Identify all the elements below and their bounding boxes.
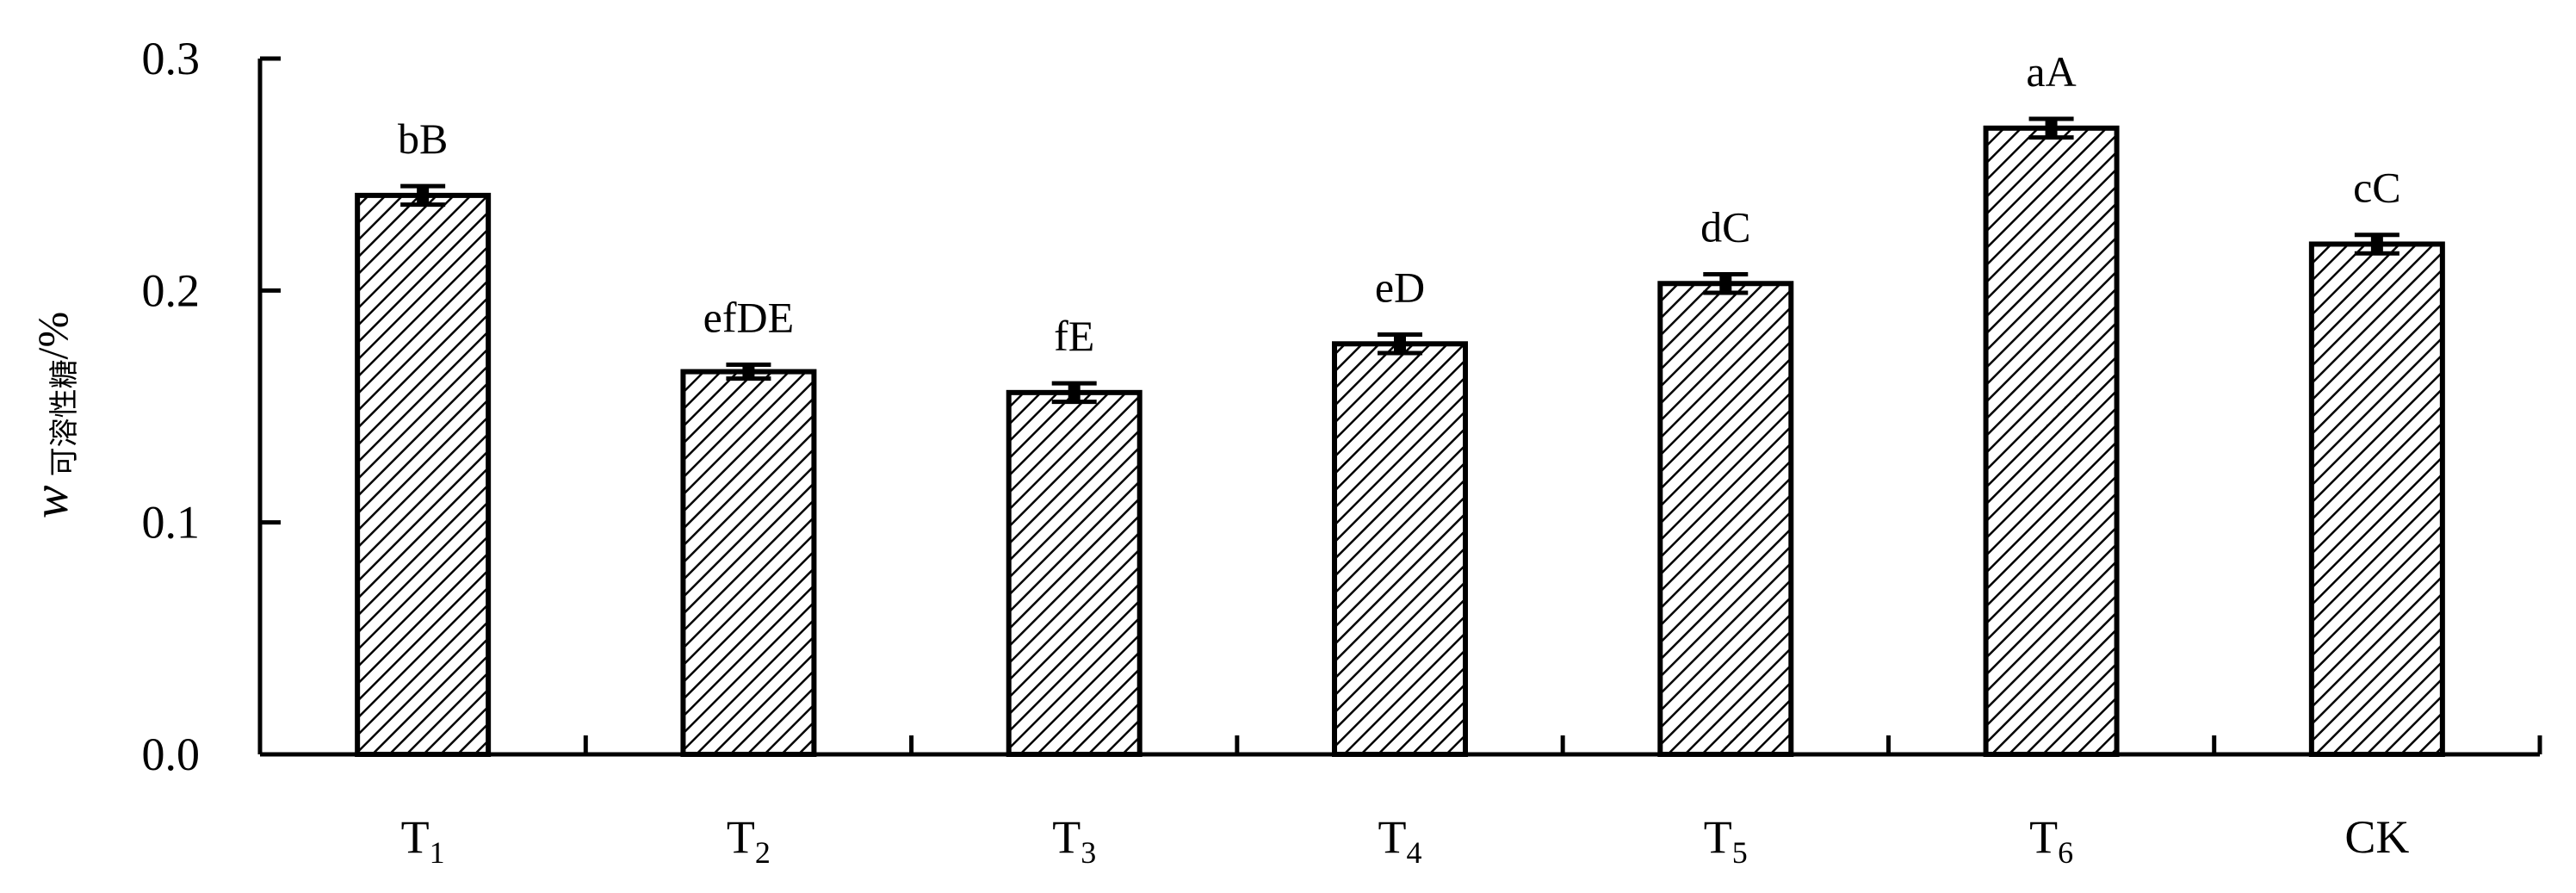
- axes: 0.0 0.1 0.2 0.3 w 可溶性糖/%: [22, 33, 2542, 780]
- bar: [1657, 281, 1794, 757]
- data-label: eD: [1375, 264, 1425, 312]
- bar: [1983, 125, 2120, 758]
- y-tick-label: 0.0: [142, 729, 201, 780]
- bar: [680, 369, 817, 757]
- x-tick-label: T1: [401, 811, 445, 870]
- y-tick-label: 0.1: [142, 497, 201, 549]
- y-axis-label: w 可溶性糖/%: [22, 312, 81, 518]
- labels: bB T1 efDE T2 fE T3 eD T4 dC T5 aA T6 cC CK: [398, 47, 2409, 870]
- x-tick-label: T5: [1704, 811, 1748, 870]
- data-label: aA: [2026, 47, 2076, 96]
- y-tick-label: 0.2: [142, 264, 201, 316]
- data-label: efDE: [703, 294, 795, 342]
- bar: [1006, 389, 1142, 757]
- bars: [355, 116, 2445, 758]
- y-axis-label-subscript: 可溶性糖: [48, 359, 81, 476]
- y-axis-label-unit: /%: [28, 312, 77, 360]
- x-tick-label: CK: [2344, 811, 2409, 863]
- x-tick-label: T4: [1378, 811, 1422, 870]
- x-tick-label: T6: [2029, 811, 2073, 870]
- y-tick-label: 0.3: [142, 33, 201, 84]
- data-label: cC: [2353, 164, 2401, 212]
- data-label: fE: [1054, 312, 1094, 360]
- bar: [355, 192, 492, 757]
- y-axis-label-symbol: w: [22, 485, 78, 518]
- x-tick-label: T3: [1052, 811, 1096, 870]
- data-label: bB: [398, 115, 448, 163]
- bar: [1332, 341, 1468, 757]
- bar: [2308, 241, 2445, 757]
- data-label: dC: [1700, 202, 1750, 251]
- x-tick-label: T2: [727, 811, 771, 870]
